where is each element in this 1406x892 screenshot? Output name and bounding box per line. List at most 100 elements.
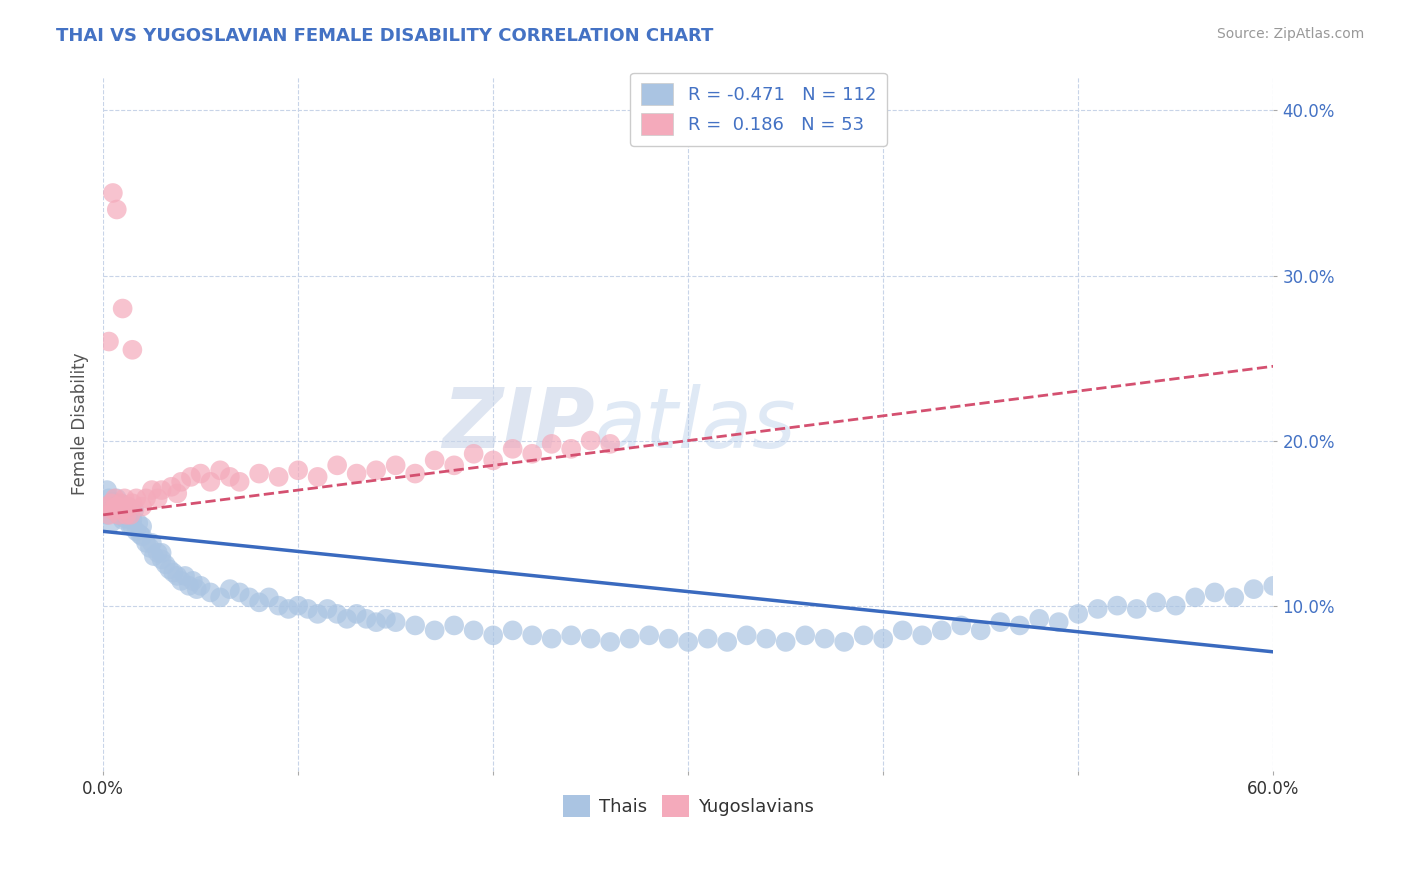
Point [384, 615, 406, 629]
Point [1067, 607, 1090, 621]
Point [316, 602, 339, 616]
Point [150, 546, 173, 560]
Point [775, 635, 797, 649]
Point [579, 434, 602, 448]
Point [111, 503, 134, 517]
Point [166, 486, 188, 500]
Point [287, 599, 309, 613]
Point [891, 624, 914, 638]
Point [366, 463, 388, 477]
Point [540, 632, 562, 646]
Point [297, 602, 319, 616]
Point [404, 467, 426, 481]
Point [366, 615, 388, 629]
Point [423, 624, 446, 638]
Point [911, 628, 934, 642]
Point [228, 475, 250, 489]
Point [98, 508, 121, 522]
Point [257, 591, 280, 605]
Point [107, 508, 129, 522]
Point [115, 503, 138, 517]
Point [374, 612, 396, 626]
Point [125, 491, 148, 506]
Point [114, 511, 136, 525]
Point [107, 508, 129, 522]
Y-axis label: Female Disability: Female Disability [72, 353, 89, 495]
Point [540, 437, 562, 451]
Point [579, 632, 602, 646]
Point [181, 574, 204, 588]
Text: THAI VS YUGOSLAVIAN FEMALE DISABILITY CORRELATION CHART: THAI VS YUGOSLAVIAN FEMALE DISABILITY CO… [56, 27, 714, 45]
Point [1008, 618, 1031, 632]
Point [121, 496, 143, 510]
Point [96, 483, 118, 497]
Point [150, 483, 173, 497]
Point [1047, 615, 1070, 629]
Point [755, 632, 778, 646]
Point [135, 491, 157, 506]
Point [238, 591, 260, 605]
Text: Source: ZipAtlas.com: Source: ZipAtlas.com [1216, 27, 1364, 41]
Point [814, 632, 837, 646]
Point [356, 612, 378, 626]
Point [988, 615, 1011, 629]
Point [658, 632, 681, 646]
Point [423, 453, 446, 467]
Point [209, 463, 232, 477]
Point [307, 470, 329, 484]
Point [209, 591, 232, 605]
Point [970, 624, 993, 638]
Point [247, 595, 270, 609]
Point [105, 500, 128, 514]
Point [1204, 585, 1226, 599]
Point [190, 579, 212, 593]
Point [98, 491, 121, 506]
Point [560, 628, 582, 642]
Point [180, 470, 202, 484]
Point [931, 624, 953, 638]
Point [1184, 591, 1206, 605]
Point [482, 453, 505, 467]
Point [267, 470, 290, 484]
Point [599, 437, 621, 451]
Point [155, 558, 177, 572]
Point [129, 527, 152, 541]
Point [1028, 612, 1050, 626]
Point [162, 566, 184, 580]
Point [852, 628, 875, 642]
Point [950, 618, 973, 632]
Point [131, 529, 153, 543]
Point [200, 585, 222, 599]
Point [228, 585, 250, 599]
Point [219, 582, 242, 596]
Point [696, 632, 718, 646]
Point [101, 503, 124, 517]
Point [111, 513, 134, 527]
Point [1263, 579, 1285, 593]
Point [520, 447, 543, 461]
Point [100, 500, 122, 514]
Point [247, 467, 270, 481]
Point [520, 628, 543, 642]
Point [502, 624, 524, 638]
Point [619, 632, 641, 646]
Point [96, 508, 118, 522]
Point [115, 500, 138, 514]
Point [146, 491, 169, 506]
Point [117, 500, 139, 514]
Point [599, 635, 621, 649]
Point [1087, 602, 1109, 616]
Point [166, 569, 188, 583]
Point [111, 301, 134, 316]
Point [141, 483, 163, 497]
Point [384, 458, 406, 473]
Point [443, 618, 465, 632]
Point [135, 536, 157, 550]
Point [146, 546, 169, 560]
Point [125, 524, 148, 539]
Point [121, 519, 143, 533]
Point [160, 480, 183, 494]
Point [326, 458, 349, 473]
Point [110, 496, 132, 510]
Point [117, 508, 139, 522]
